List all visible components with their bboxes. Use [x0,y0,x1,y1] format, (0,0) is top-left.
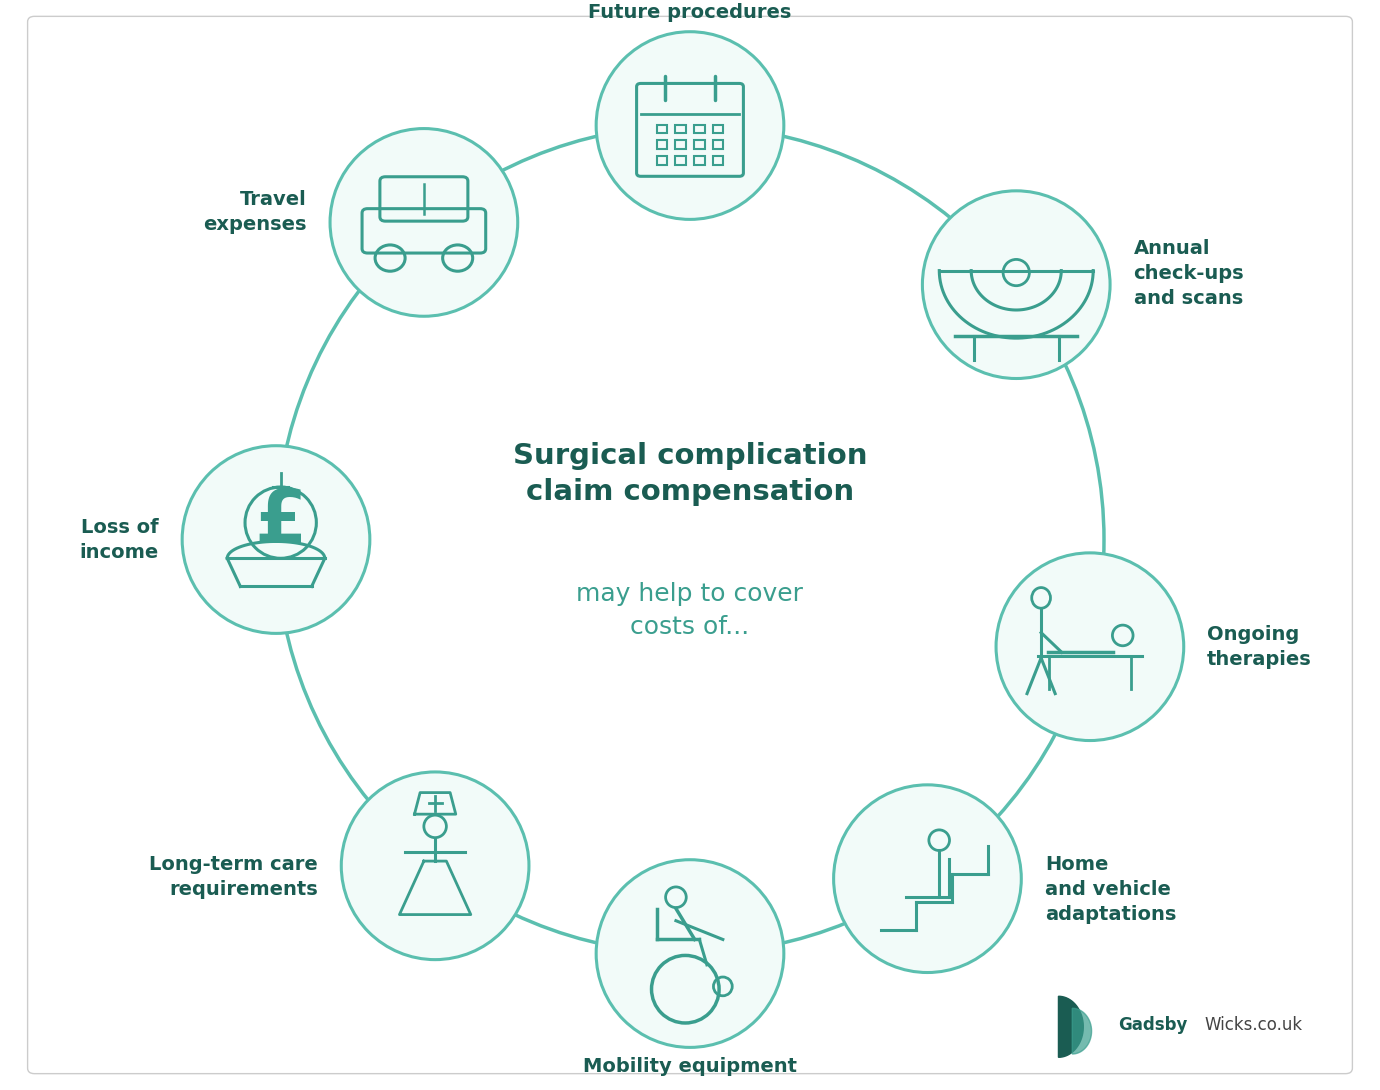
Ellipse shape [596,32,784,219]
Text: £: £ [254,486,306,559]
Ellipse shape [330,129,518,316]
Ellipse shape [182,446,370,633]
Text: Loss of
income: Loss of income [80,518,159,561]
Text: Annual
check-ups
and scans: Annual check-ups and scans [1133,240,1245,308]
Text: Gadsby: Gadsby [1118,1016,1187,1033]
FancyBboxPatch shape [28,16,1352,1074]
Text: Long-term care
requirements: Long-term care requirements [149,855,317,898]
Ellipse shape [341,772,529,959]
Text: Ongoing
therapies: Ongoing therapies [1208,625,1312,668]
Text: Surgical complication
claim compensation: Surgical complication claim compensation [513,443,867,506]
Text: Home
and vehicle
adaptations: Home and vehicle adaptations [1045,855,1176,924]
Ellipse shape [834,785,1021,972]
Polygon shape [1058,996,1083,1057]
Ellipse shape [596,860,784,1047]
Ellipse shape [996,553,1184,740]
Text: Future procedures: Future procedures [588,3,792,22]
Text: Mobility equipment: Mobility equipment [582,1057,798,1076]
Text: Wicks.co.uk: Wicks.co.uk [1205,1016,1303,1033]
Text: may help to cover
costs of...: may help to cover costs of... [577,582,803,639]
Polygon shape [1072,1008,1092,1054]
Text: Travel
expenses: Travel expenses [203,190,306,233]
Ellipse shape [922,191,1110,378]
